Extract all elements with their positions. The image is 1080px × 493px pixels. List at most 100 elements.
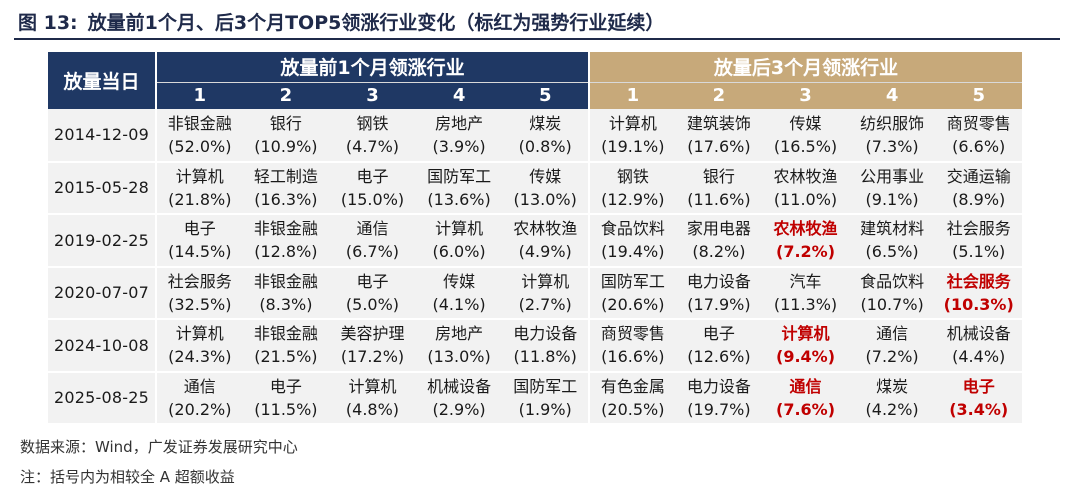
row-date: 2024-10-08 xyxy=(48,319,157,373)
sector-cell-before: 电子 (14.5%) xyxy=(156,214,243,268)
sector-name: 食品饮料 xyxy=(860,271,925,291)
sector-name: 社会服务 xyxy=(946,271,1011,291)
sector-cell-after: 通信 (7.6%) xyxy=(762,371,849,425)
sector-cell-after: 汽车 (11.3%) xyxy=(762,266,849,320)
table-row: 2014-12-09 非银金融 (52.0%) 银行 (10.9%) 钢铁 (4.7%) 房地… xyxy=(48,109,1022,163)
sector-cell-after: 电子 (12.6%) xyxy=(675,319,763,373)
sector-name: 交通运输 xyxy=(946,166,1011,186)
excess-return: (17.9%) xyxy=(687,294,751,314)
sector-name: 煤炭 xyxy=(529,113,562,133)
excess-return: (19.1%) xyxy=(601,136,665,156)
sector-name: 非银金融 xyxy=(253,219,318,239)
excess-return: (11.3%) xyxy=(773,294,838,314)
rank-header: 4 xyxy=(848,81,936,109)
excess-return: (5.1%) xyxy=(952,242,1006,262)
sector-name: 计算机 xyxy=(521,271,570,291)
sector-name: 电子 xyxy=(269,376,302,396)
sector-cell-after: 食品饮料 (10.7%) xyxy=(848,266,936,320)
sector-name: 美容护理 xyxy=(340,324,405,344)
excess-return: (13.6%) xyxy=(427,189,491,209)
sector-cell-before: 计算机 (4.8%) xyxy=(329,371,416,425)
sector-name: 传媒 xyxy=(789,113,822,133)
sector-cell-before: 计算机 (24.3%) xyxy=(156,319,243,373)
excess-return: (8.9%) xyxy=(952,189,1006,209)
sector-name: 农林牧渔 xyxy=(773,219,838,239)
sector-name: 计算机 xyxy=(435,219,484,239)
sector-cell-after: 纺织服饰 (7.3%) xyxy=(848,109,936,163)
sector-cell-before: 电力设备 (11.8%) xyxy=(502,319,591,373)
excess-return: (21.8%) xyxy=(168,189,232,209)
rank-header: 3 xyxy=(329,81,416,109)
excess-return: (13.0%) xyxy=(427,347,491,367)
excess-return: (19.4%) xyxy=(601,242,665,262)
excess-return: (17.6%) xyxy=(687,136,751,156)
sector-cell-before: 国防军工 (1.9%) xyxy=(502,371,591,425)
sector-name: 机械设备 xyxy=(427,376,492,396)
sector-name: 非银金融 xyxy=(167,113,232,133)
footnote: 注：括号内为相较全 A 超额收益 xyxy=(20,468,235,486)
excess-return: (20.6%) xyxy=(601,294,665,314)
table-row: 2025-08-25 通信 (20.2%) 电子 (11.5%) 计算机 (4.8%) 机械设… xyxy=(48,371,1022,425)
rank-header: 5 xyxy=(935,81,1022,109)
excess-return: (6.7%) xyxy=(345,242,400,262)
sector-name: 国防军工 xyxy=(513,376,578,396)
rank-header: 2 xyxy=(675,81,763,109)
sector-name: 通信 xyxy=(789,376,822,396)
sector-name: 建筑材料 xyxy=(860,219,925,239)
excess-return: (12.6%) xyxy=(687,347,751,367)
sector-name: 非银金融 xyxy=(253,324,318,344)
sector-cell-after: 农林牧渔 (7.2%) xyxy=(762,214,849,268)
sector-cell-after: 社会服务 (5.1%) xyxy=(935,214,1022,268)
sector-name: 公用事业 xyxy=(860,166,925,186)
sector-name: 国防军工 xyxy=(600,271,665,291)
excess-return: (2.9%) xyxy=(432,399,486,419)
row-date: 2014-12-09 xyxy=(48,109,157,163)
sector-cell-after: 商贸零售 (6.6%) xyxy=(935,109,1022,163)
sector-name: 钢铁 xyxy=(356,113,389,133)
excess-return: (7.3%) xyxy=(865,136,919,156)
sector-cell-before: 银行 (10.9%) xyxy=(242,109,330,163)
group-header-after: 放量后3个月领涨行业 xyxy=(589,52,1022,82)
excess-return: (8.3%) xyxy=(259,294,313,314)
rank-header: 5 xyxy=(502,81,591,109)
sector-name: 电力设备 xyxy=(513,324,578,344)
table-row: 2015-05-28 计算机 (21.8%) 轻工制造 (16.3%) 电子 (15.0%)… xyxy=(48,161,1022,215)
excess-return: (7.2%) xyxy=(776,242,836,262)
sector-cell-before: 美容护理 (17.2%) xyxy=(329,319,416,373)
sector-cell-before: 国防军工 (13.6%) xyxy=(415,161,503,215)
rank-header: 4 xyxy=(415,81,503,109)
sector-name: 房地产 xyxy=(435,324,484,344)
excess-return: (24.3%) xyxy=(168,347,232,367)
sector-cell-before: 计算机 (6.0%) xyxy=(415,214,503,268)
excess-return: (13.0%) xyxy=(513,189,577,209)
sector-cell-before: 房地产 (13.0%) xyxy=(415,319,503,373)
sector-cell-before: 计算机 (2.7%) xyxy=(502,266,591,320)
sector-name: 商贸零售 xyxy=(946,113,1011,133)
sector-cell-after: 钢铁 (12.9%) xyxy=(589,161,676,215)
excess-return: (21.5%) xyxy=(254,347,318,367)
excess-return: (14.5%) xyxy=(168,242,232,262)
sector-cell-after: 有色金属 (20.5%) xyxy=(589,371,676,425)
sector-name: 建筑装饰 xyxy=(686,113,751,133)
excess-return: (4.9%) xyxy=(518,242,572,262)
sector-cell-after: 建筑装饰 (17.6%) xyxy=(675,109,763,163)
sector-cell-before: 非银金融 (52.0%) xyxy=(156,109,243,163)
excess-return: (7.6%) xyxy=(776,399,836,419)
sector-name: 房地产 xyxy=(435,113,484,133)
sector-cell-after: 食品饮料 (19.4%) xyxy=(589,214,676,268)
sector-cell-before: 计算机 (21.8%) xyxy=(156,161,243,215)
excess-return: (4.1%) xyxy=(432,294,486,314)
sector-name: 计算机 xyxy=(175,166,224,186)
excess-return: (2.7%) xyxy=(518,294,572,314)
sector-name: 电子 xyxy=(356,271,389,291)
excess-return: (11.6%) xyxy=(687,189,751,209)
sector-cell-before: 通信 (20.2%) xyxy=(156,371,243,425)
sector-name: 通信 xyxy=(183,376,216,396)
excess-return: (8.2%) xyxy=(692,242,746,262)
sector-name: 电子 xyxy=(356,166,389,186)
sector-cell-after: 社会服务 (10.3%) xyxy=(935,266,1022,320)
sector-cell-before: 电子 (15.0%) xyxy=(329,161,416,215)
sector-cell-after: 公用事业 (9.1%) xyxy=(848,161,936,215)
sector-cell-before: 电子 (11.5%) xyxy=(242,371,330,425)
excess-return: (10.7%) xyxy=(860,294,924,314)
